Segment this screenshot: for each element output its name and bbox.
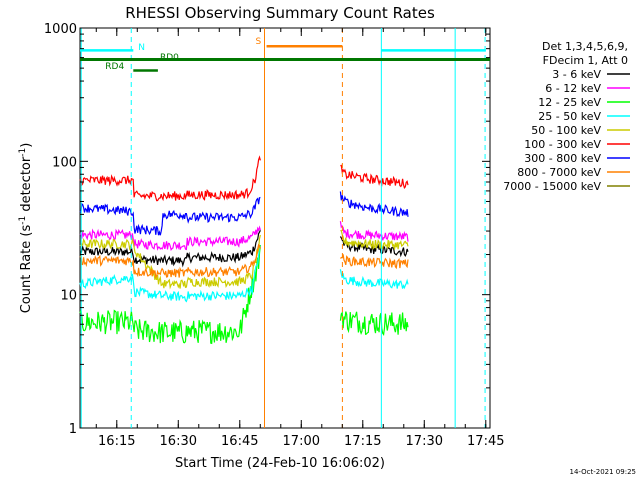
legend-label: 50 - 100 keV — [531, 124, 601, 137]
series-line-3-6-kev — [79, 230, 261, 268]
x-axis-label: Start Time (24-Feb-10 16:06:02) — [175, 456, 385, 471]
x-tick-label: 17:30 — [406, 434, 443, 449]
flag-label-n: N — [138, 43, 145, 53]
x-tick-label: 17:15 — [344, 434, 381, 449]
legend-label: 100 - 300 keV — [524, 138, 601, 151]
legend-label: 6 - 12 keV — [545, 82, 601, 95]
series-line-300-800-kev — [339, 191, 409, 218]
y-axis-label-part: ) — [19, 143, 34, 148]
series-line-25-50-kev — [339, 269, 409, 290]
series-line-6-12-kev — [339, 221, 409, 242]
legend-label: 800 - 7000 keV — [517, 166, 601, 179]
y-tick-label: 1 — [69, 422, 77, 437]
series-line-50-100-kev — [340, 229, 409, 251]
y-axis-label-part: detector — [19, 156, 34, 216]
series-line-100-300-kev — [340, 164, 409, 190]
timestamp: 14-Oct-2021 09:25 — [570, 468, 636, 476]
series-line-12-25-kev — [79, 244, 261, 345]
y-axis-label-sup: -1 — [18, 216, 28, 225]
series-line-300-800-kev — [79, 196, 261, 236]
y-axis-label: Count Rate (s-1 detector-1) — [18, 143, 34, 314]
x-tick-label: 17:00 — [283, 434, 320, 449]
chart-title: RHESSI Observing Summary Count Rates — [125, 4, 435, 22]
legend-header-line: Det 1,3,4,5,6,9, — [542, 40, 628, 53]
series-line-25-50-kev — [79, 245, 261, 303]
y-tick-label: 10 — [60, 289, 77, 304]
legend-label: 25 - 50 keV — [538, 110, 601, 123]
flag-label-s: S — [256, 37, 262, 47]
series-line-3-6-kev — [339, 236, 409, 258]
x-tick-label: 17:45 — [467, 434, 504, 449]
series-line-800-7000-kev — [340, 254, 409, 270]
series-line-800-7000-kev — [79, 243, 261, 279]
series-line-100-300-kev — [79, 155, 261, 202]
legend: Det 1,3,4,5,6,9, FDecim 1, Att 0 3 - 6 k… — [503, 40, 630, 193]
marks-layer: N S RD0 RD4 — [79, 28, 490, 428]
y-axis-label-sup: -1 — [18, 148, 28, 157]
y-tick-label: 100 — [52, 155, 77, 170]
flag-label-rd0: RD0 — [160, 53, 179, 63]
flag-label-rd4: RD4 — [105, 62, 124, 72]
x-tick-label: 16:30 — [160, 434, 197, 449]
legend-label: 7000 - 15000 keV — [503, 180, 601, 193]
series-line-50-100-kev — [79, 234, 261, 290]
y-tick-label: 1000 — [44, 22, 77, 37]
legend-label: 300 - 800 keV — [524, 152, 601, 165]
legend-header-line: FDecim 1, Att 0 — [543, 54, 628, 67]
series-line-12-25-kev — [339, 311, 409, 337]
y-axis-label-part: Count Rate (s — [19, 225, 34, 314]
axes-layer: 16:15 16:30 16:45 17:00 17:15 17:30 17:45 1 10 10… — [44, 22, 505, 449]
legend-label: 12 - 25 keV — [538, 96, 601, 109]
plot-frame — [79, 27, 491, 429]
x-tick-label: 16:45 — [221, 434, 258, 449]
series-line-6-12-kev — [79, 225, 261, 252]
x-tick-label: 16:15 — [98, 434, 135, 449]
legend-label: 3 - 6 keV — [552, 68, 601, 81]
